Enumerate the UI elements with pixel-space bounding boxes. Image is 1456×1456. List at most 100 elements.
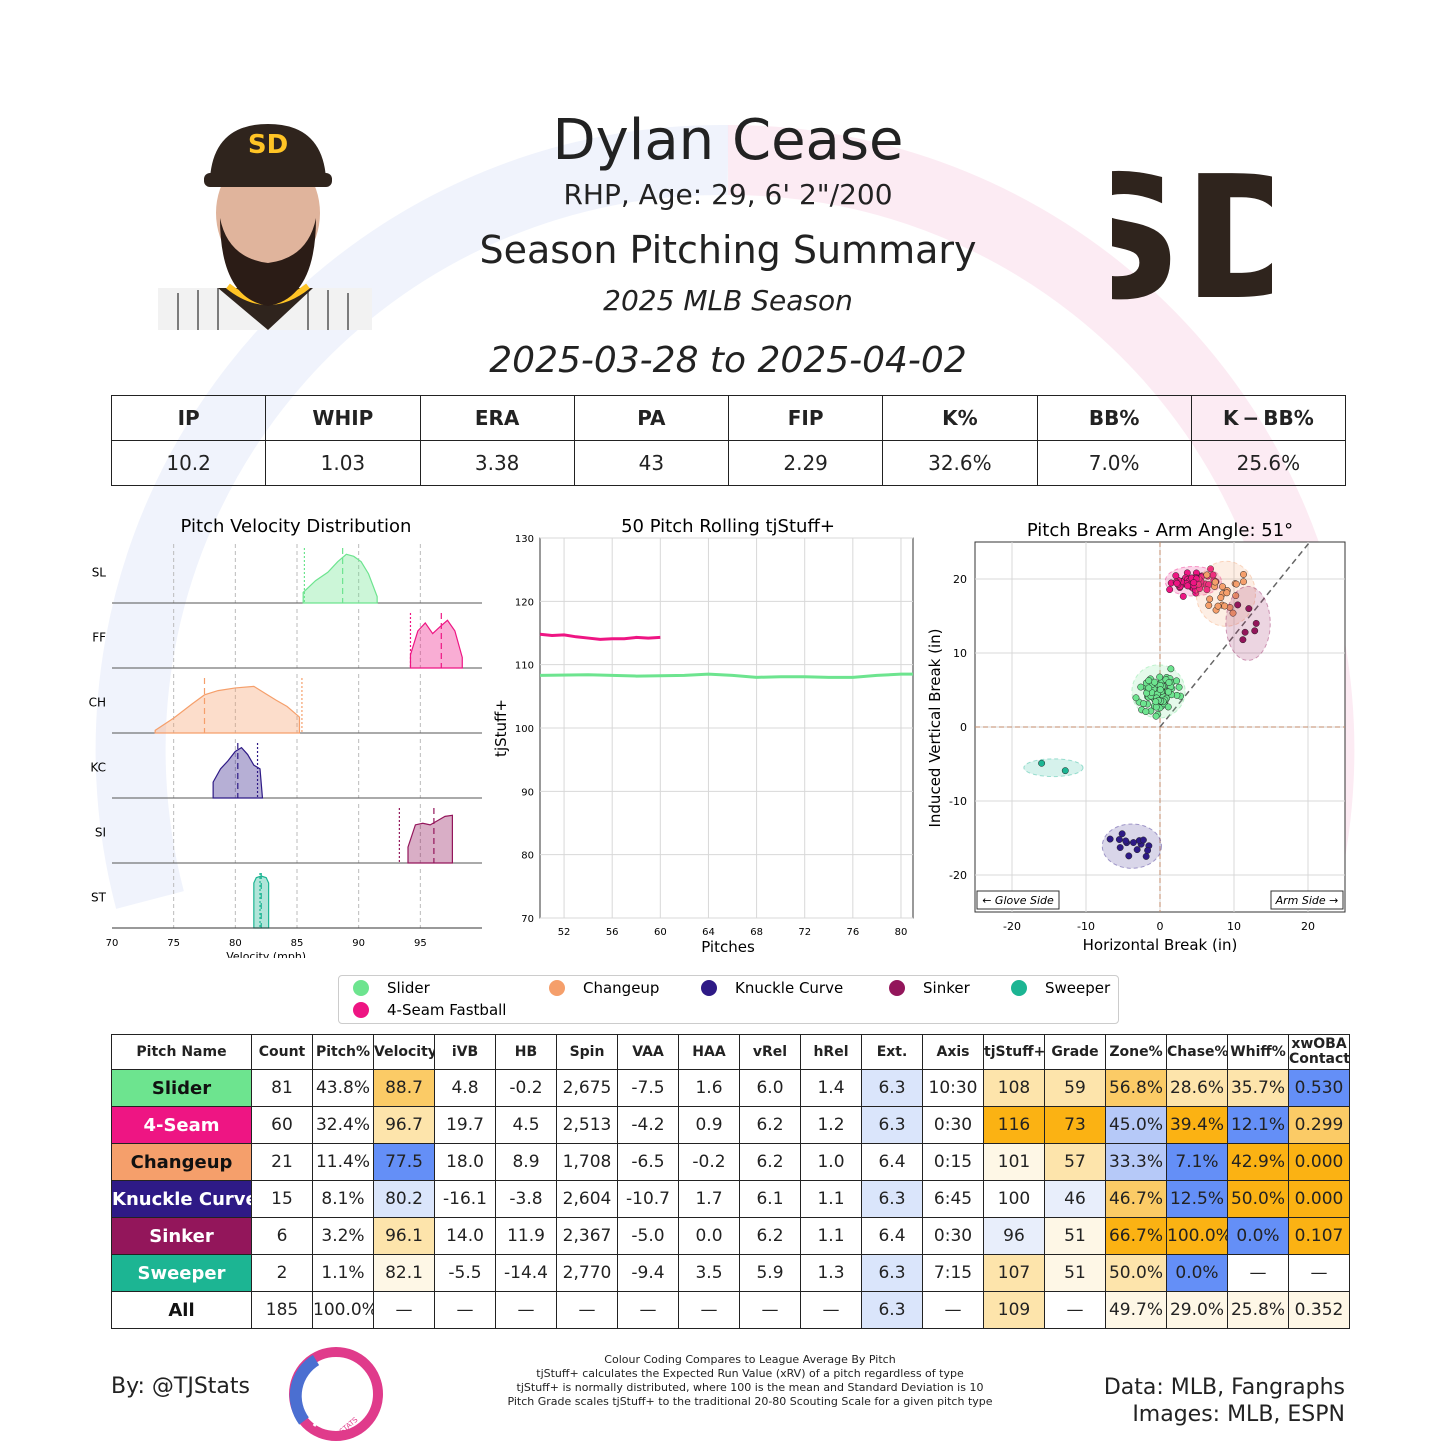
break-point-knuckle-curve xyxy=(1144,846,1152,854)
break-point-4-seam-fastball xyxy=(1203,586,1211,594)
legend-swatch xyxy=(889,980,905,996)
break-point-sinker xyxy=(1234,601,1242,609)
table-cell: 0.352 xyxy=(1288,1291,1350,1329)
break-point-4-seam-fastball xyxy=(1184,582,1192,590)
table-cell: 59 xyxy=(1044,1069,1106,1107)
stat-header: WHIP xyxy=(265,395,421,441)
byline: By: @TJStats xyxy=(111,1374,251,1399)
x-tick-label: 56 xyxy=(606,927,619,938)
break-point-slider xyxy=(1145,684,1153,692)
glove-side-label: ← Glove Side xyxy=(982,894,1054,907)
column-header: HB xyxy=(495,1034,557,1070)
column-header: Count xyxy=(251,1034,313,1070)
table-cell: 6 xyxy=(251,1217,313,1255)
column-header: Pitch% xyxy=(312,1034,374,1070)
x-tick-label: 20 xyxy=(1301,920,1315,933)
break-point-changeup xyxy=(1229,609,1237,617)
legend-label: Slider xyxy=(387,979,431,997)
x-axis-label: Pitches xyxy=(701,938,755,956)
table-cell: 8.9 xyxy=(495,1143,557,1181)
column-header: Pitch Name xyxy=(111,1034,252,1070)
break-point-knuckle-curve xyxy=(1139,836,1147,844)
table-cell: 66.7% xyxy=(1105,1217,1167,1255)
break-point-slider xyxy=(1137,683,1145,691)
table-cell: 6.2 xyxy=(739,1217,801,1255)
table-cell: 10:30 xyxy=(922,1069,984,1107)
pitch-name-cell: Slider xyxy=(111,1069,252,1107)
break-point-changeup xyxy=(1223,589,1231,597)
table-cell: 6.2 xyxy=(739,1143,801,1181)
break-ellipse-sweeper xyxy=(1023,758,1084,778)
table-cell: — xyxy=(556,1291,618,1329)
stat-value: 3.38 xyxy=(419,440,575,486)
table-cell: — xyxy=(495,1291,557,1329)
break-point-4-seam-fastball xyxy=(1166,586,1174,594)
table-cell: 51 xyxy=(1044,1254,1106,1292)
break-point-changeup xyxy=(1240,578,1247,586)
table-cell: 39.4% xyxy=(1166,1106,1228,1144)
x-tick-label: 80 xyxy=(229,938,242,949)
table-cell: -5.0 xyxy=(617,1217,679,1255)
break-point-changeup xyxy=(1211,578,1219,586)
table-cell: 60 xyxy=(251,1106,313,1144)
table-cell: — xyxy=(1288,1254,1350,1292)
stat-header: K − BB% xyxy=(1190,395,1347,441)
table-cell: 1.3 xyxy=(800,1254,862,1292)
column-header: Spin xyxy=(556,1034,618,1070)
table-cell: 12.1% xyxy=(1227,1106,1289,1144)
table-cell: — xyxy=(1227,1254,1289,1292)
date-range: 2025-03-28 to 2025-04-02 xyxy=(489,340,967,381)
table-cell: 73 xyxy=(1044,1106,1106,1144)
table-cell: — xyxy=(922,1291,984,1329)
break-point-changeup xyxy=(1206,595,1214,603)
legend-label: Sweeper xyxy=(1045,979,1111,997)
stat-value: 7.0% xyxy=(1036,440,1192,486)
table-cell: 96.1 xyxy=(373,1217,435,1255)
break-point-changeup xyxy=(1219,583,1226,591)
x-tick-label: 90 xyxy=(352,938,365,949)
stat-header: ERA xyxy=(419,395,575,441)
legend-items: Slider Changeup Knuckle Curve Sinker Sweeper… xyxy=(353,979,1111,1019)
pitch-name-cell: Changeup xyxy=(111,1143,252,1181)
break-point-knuckle-curve xyxy=(1122,837,1130,845)
legend-swatch xyxy=(701,980,717,996)
table-cell: 1.4 xyxy=(800,1069,862,1107)
table-cell: 109 xyxy=(983,1291,1045,1329)
y-tick-label: 0 xyxy=(960,721,967,734)
team-logo-lettering: SD xyxy=(1112,140,1272,326)
note-line: tjStuff+ calculates the Expected Run Val… xyxy=(536,1367,964,1380)
table-header-row: Pitch Name Count Pitch% Velocity iVB HB Spin VA… xyxy=(111,1034,1350,1070)
table-cell: -10.7 xyxy=(617,1180,679,1218)
table-cell: 96 xyxy=(983,1217,1045,1255)
sources: Data: MLB, Fangraphs Images: MLB, ESPN xyxy=(1104,1374,1345,1428)
table-cell: 77.5 xyxy=(373,1143,435,1181)
velocity-distribution-chart: Pitch Velocity Distribution SL FF CH KC SI ST 7… xyxy=(89,516,482,958)
break-point-slider xyxy=(1132,694,1140,702)
break-point-knuckle-curve xyxy=(1116,844,1124,851)
table-cell: 56.8% xyxy=(1105,1069,1167,1107)
row-label: ST xyxy=(91,891,107,905)
table-cell: 1.6 xyxy=(678,1069,740,1107)
table-cell: -4.2 xyxy=(617,1106,679,1144)
break-point-changeup xyxy=(1217,594,1225,602)
density-st xyxy=(253,875,270,929)
legend-swatch xyxy=(353,1002,369,1018)
table-cell: 12.5% xyxy=(1166,1180,1228,1218)
table-cell: 49.7% xyxy=(1105,1291,1167,1329)
arm-side-box xyxy=(1270,890,1344,910)
break-point-changeup xyxy=(1205,601,1213,609)
column-header: hRel xyxy=(800,1034,862,1070)
break-ellipse-sinker xyxy=(1225,585,1271,661)
table-cell: 14.0 xyxy=(434,1217,496,1255)
note-line: Colour Coding Compares to League Average… xyxy=(604,1353,896,1366)
headline-stats-table: IP WHIP ERA PA FIP K% BB% K − BB% 10.2 1… xyxy=(110,395,1347,486)
table-row: All 185 100.0% — — — — — — — —6.3—109—49.7% 29.0% 25… xyxy=(111,1291,1350,1329)
column-header: tjStuff+ xyxy=(983,1034,1045,1070)
row-label: KC xyxy=(90,761,106,775)
table-cell: — xyxy=(373,1291,435,1329)
table-cell: 0.0% xyxy=(1166,1254,1228,1292)
table-cell: 6.3 xyxy=(861,1180,923,1218)
stat-header: FIP xyxy=(727,395,884,441)
table-cell: -9.4 xyxy=(617,1254,679,1292)
x-tick-label: 80 xyxy=(895,927,908,938)
